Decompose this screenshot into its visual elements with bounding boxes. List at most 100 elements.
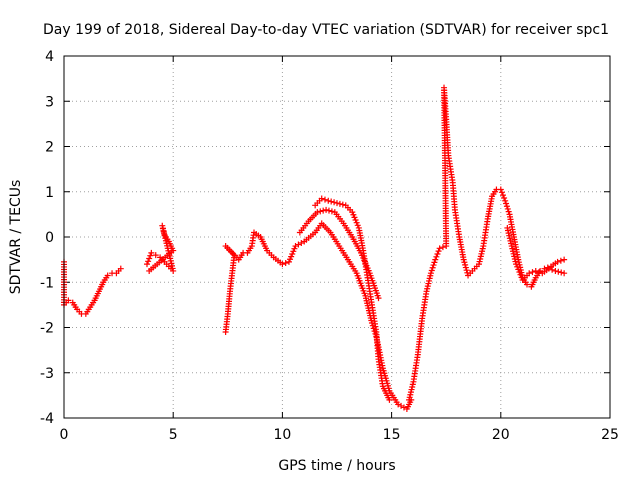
data-point <box>432 256 439 263</box>
data-point <box>349 209 356 216</box>
data-point <box>289 250 296 257</box>
data-point <box>160 225 167 232</box>
data-point <box>143 261 150 268</box>
data-point <box>430 262 437 269</box>
x-tick-label: 0 <box>60 427 69 443</box>
data-point <box>351 214 358 221</box>
series-seg-b <box>143 222 177 274</box>
data-point <box>146 267 153 274</box>
data-point <box>287 256 294 263</box>
data-point <box>145 258 152 265</box>
series-seg-c <box>222 220 415 412</box>
x-tick-label: 20 <box>492 427 510 443</box>
data-point <box>325 207 332 214</box>
data-points <box>61 84 568 412</box>
data-point <box>462 264 469 271</box>
data-point <box>497 186 504 193</box>
data-point <box>557 257 564 264</box>
data-point <box>350 211 357 218</box>
data-point <box>463 267 470 274</box>
data-point <box>499 192 506 199</box>
data-point <box>503 200 510 207</box>
data-point <box>536 269 543 276</box>
data-point <box>544 264 551 271</box>
data-point <box>524 281 531 288</box>
data-point <box>561 270 568 277</box>
y-tick-label: 3 <box>45 94 54 110</box>
data-point <box>334 200 340 207</box>
y-tick-label: -3 <box>40 366 54 382</box>
series-seg-d <box>296 206 382 302</box>
data-point <box>375 295 382 302</box>
data-point <box>352 217 359 224</box>
data-point <box>321 196 328 203</box>
data-point <box>429 264 436 271</box>
data-point <box>461 259 468 266</box>
data-point <box>526 270 533 277</box>
series-seg-f <box>406 84 568 403</box>
data-point <box>152 252 159 259</box>
data-point <box>427 270 434 277</box>
y-tick-label: 0 <box>45 230 54 246</box>
data-point <box>460 256 467 263</box>
x-axis-label: GPS time / hours <box>278 458 395 474</box>
data-point <box>439 244 446 251</box>
data-point <box>462 261 469 268</box>
data-point <box>498 189 505 196</box>
plot-frame <box>63 55 611 419</box>
data-point <box>318 195 325 202</box>
data-point <box>354 222 361 229</box>
data-point <box>552 267 559 274</box>
data-point <box>555 268 562 275</box>
x-tick-label: 10 <box>273 427 291 443</box>
data-point <box>502 197 509 204</box>
data-point <box>282 260 289 267</box>
x-tick-label: 5 <box>169 427 178 443</box>
data-point <box>434 250 441 257</box>
data-point <box>325 197 332 204</box>
data-point <box>160 228 167 235</box>
data-point <box>328 198 335 205</box>
data-point <box>328 208 335 215</box>
data-point <box>549 266 556 273</box>
data-point <box>504 205 511 212</box>
data-point <box>431 259 438 266</box>
data-point <box>433 253 440 260</box>
data-point <box>529 269 536 276</box>
series-seg-a <box>61 258 124 317</box>
chart-title: Day 199 of 2018, Sidereal Day-to-day VTE… <box>43 22 609 38</box>
data-point <box>288 253 295 260</box>
data-point <box>514 263 521 270</box>
data-point <box>428 267 435 274</box>
data-point <box>513 261 520 268</box>
data-point <box>336 200 343 207</box>
data-point <box>320 207 327 214</box>
y-axis-label: SDTVAR / TECUs <box>8 180 24 295</box>
data-point <box>558 269 565 276</box>
data-point <box>285 258 292 265</box>
data-point <box>386 396 393 403</box>
series-seg-g <box>504 224 568 283</box>
data-point <box>554 258 561 265</box>
data-point <box>290 248 297 255</box>
data-point <box>117 265 124 272</box>
data-point <box>516 269 523 276</box>
data-point <box>501 194 508 201</box>
data-point <box>104 272 111 279</box>
data-point <box>505 208 512 215</box>
y-tick-label: 2 <box>45 140 54 156</box>
data-point <box>279 261 286 268</box>
data-point <box>532 267 539 274</box>
data-point <box>331 199 338 206</box>
data-point <box>159 222 166 229</box>
axis-ticks: 0 5 10 15 20 25 -4 -3 -2 -1 0 1 2 3 4 <box>40 49 619 443</box>
data-point <box>317 208 324 215</box>
data-point <box>435 248 442 255</box>
y-tick-label: 4 <box>45 49 54 65</box>
x-tick-label: 25 <box>601 427 619 443</box>
data-point <box>323 206 330 213</box>
x-tick-label: 15 <box>383 427 401 443</box>
y-tick-label: -2 <box>40 321 54 337</box>
y-tick-label: -4 <box>40 411 54 427</box>
